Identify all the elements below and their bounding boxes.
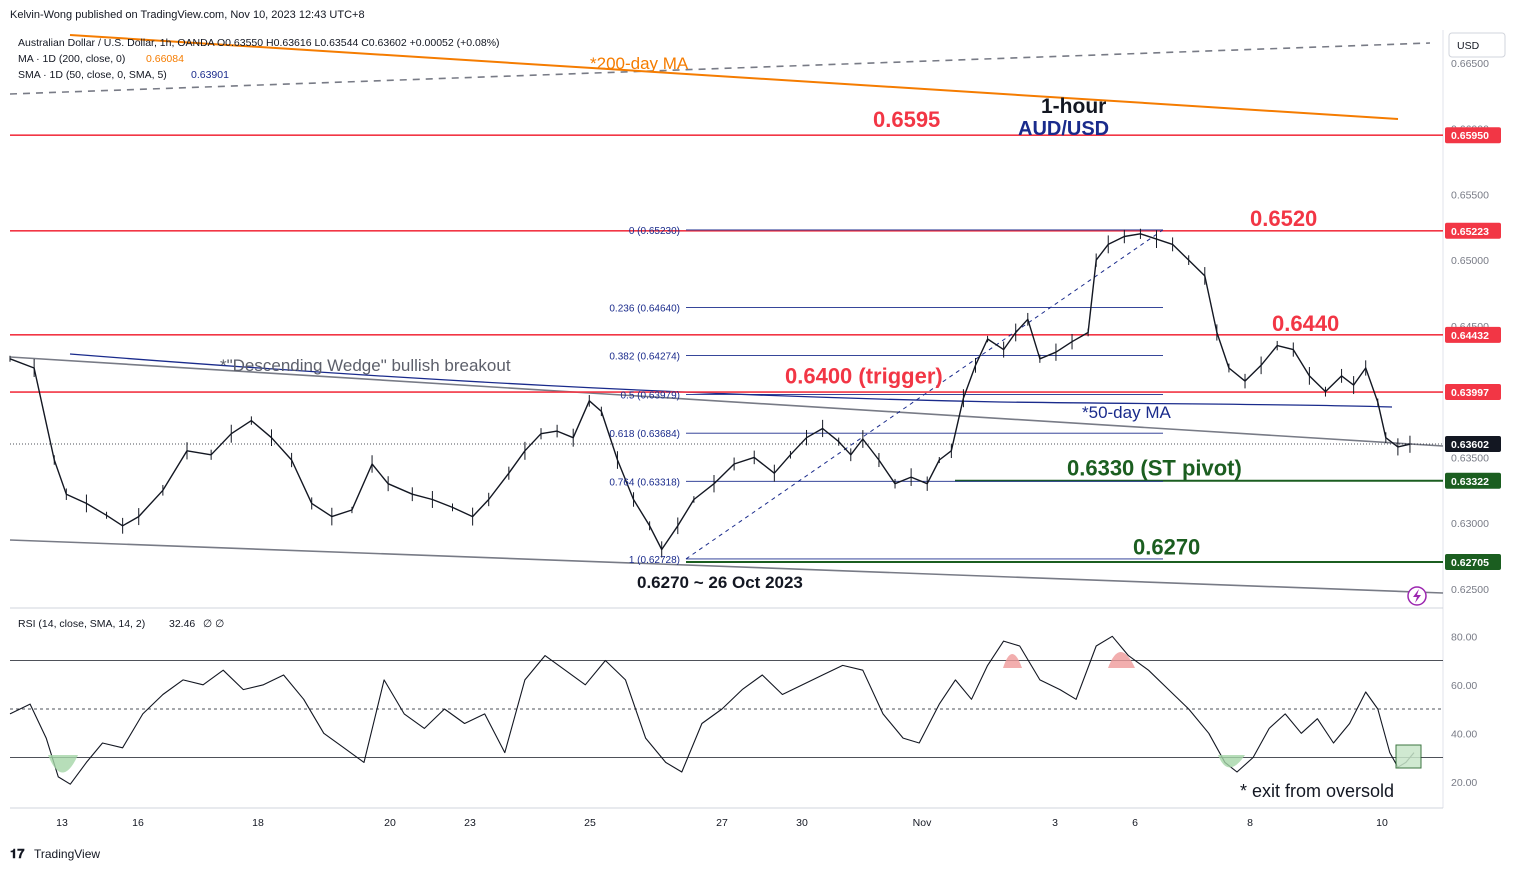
fib-trend-line	[685, 229, 1164, 560]
level-label: 0.6595	[873, 107, 940, 132]
low-date-annotation: 0.6270 ~ 26 Oct 2023	[637, 573, 803, 592]
sma-line-value: 0.63901	[191, 69, 229, 81]
brand-text: TradingView	[34, 847, 100, 861]
price-tag	[1445, 326, 1501, 343]
y-tick-label: 0.66500	[1451, 58, 1489, 70]
price-tag-label: 0.63997	[1451, 387, 1489, 399]
currency-label: USD	[1457, 40, 1480, 52]
rsi-tick-label: 80.00	[1451, 631, 1477, 643]
tradingview-logo: 𝟏𝟕	[10, 846, 25, 861]
ma50-annotation: *50-day MA	[1082, 403, 1171, 422]
rsi-oversold-fill	[48, 755, 78, 773]
rsi-extra: ∅ ∅	[203, 618, 224, 630]
level-label: 0.6330 (ST pivot)	[1067, 456, 1242, 481]
price-tag	[1445, 553, 1501, 570]
x-tick-label: 25	[584, 817, 596, 829]
price-tag-label: 0.63602	[1451, 439, 1489, 451]
rsi-note: * exit from oversold	[1240, 781, 1394, 801]
rsi-line	[9, 635, 1415, 785]
level-label: 0.6520	[1250, 206, 1317, 231]
currency-button[interactable]: USD	[1448, 32, 1506, 58]
rsi-value: 32.46	[169, 618, 195, 630]
y-tick-label: 0.62500	[1451, 584, 1489, 596]
rsi-tick-label: 20.00	[1451, 777, 1477, 789]
price-tag-label: 0.65950	[1451, 130, 1489, 142]
level-label: 0.6440	[1272, 311, 1339, 336]
price-tag	[1445, 435, 1501, 452]
fib-label: 0.764 (0.63318)	[609, 477, 680, 488]
fib-label: 0 (0.65230)	[629, 226, 680, 237]
lightning-icon[interactable]	[1407, 586, 1427, 606]
wedge-lower-line	[9, 539, 1444, 594]
long-term-trendline	[9, 42, 1431, 95]
rsi-label: RSI (14, close, SMA, 14, 2)	[18, 618, 145, 630]
level-label: 0.6270	[1133, 535, 1200, 560]
fib-label: 0.618 (0.63684)	[609, 429, 680, 440]
x-tick-label: 30	[796, 817, 808, 829]
price-tag	[1445, 222, 1501, 239]
ma200-annotation: *200-day MA	[590, 54, 689, 73]
x-tick-label: 3	[1052, 817, 1058, 829]
x-tick-label: 18	[252, 817, 264, 829]
x-tick-label: 16	[132, 817, 144, 829]
rsi-oversold-fill	[1218, 755, 1245, 768]
price-tag	[1445, 127, 1501, 144]
x-tick-label: Nov	[913, 817, 932, 829]
wedge-upper-line	[9, 356, 1444, 447]
tradingview-logo-mark: 𝟏𝟕	[10, 846, 25, 861]
x-tick-label: 23	[464, 817, 476, 829]
price-tag	[1445, 472, 1501, 489]
sma-line-label: SMA · 1D (50, close, 0, SMA, 5)	[18, 69, 167, 81]
wedge-annotation: *"Descending Wedge" bullish breakout	[220, 356, 511, 375]
x-tick-label: 20	[384, 817, 396, 829]
price-tag-label: 0.64432	[1451, 330, 1489, 342]
y-tick-label: 0.65500	[1451, 189, 1489, 201]
x-tick-label: 10	[1376, 817, 1388, 829]
x-tick-label: 6	[1132, 817, 1138, 829]
rsi-overbought-fill	[1003, 654, 1022, 668]
rsi-exit-highlight	[1395, 744, 1422, 769]
x-tick-label: 27	[716, 817, 728, 829]
y-tick-label: 0.63500	[1451, 452, 1489, 464]
rsi-tick-label: 60.00	[1451, 680, 1477, 692]
price-tag-label: 0.65223	[1451, 226, 1489, 238]
rsi-tick-label: 40.00	[1451, 728, 1477, 740]
chart-title: 1-hour	[1041, 95, 1106, 118]
x-tick-label: 13	[56, 817, 68, 829]
price-tag-label: 0.62705	[1451, 557, 1489, 569]
x-tick-label: 8	[1247, 817, 1253, 829]
ma-line-value: 0.66084	[146, 53, 184, 65]
price-tag	[1445, 384, 1501, 401]
ma50-line	[69, 353, 1393, 408]
publisher-text: Kelvin-Wong published on TradingView.com…	[10, 9, 365, 21]
rsi-overbought-fill	[1108, 652, 1135, 668]
ma200-line	[69, 34, 1399, 120]
fib-label: 0.5 (0.63979)	[621, 390, 681, 401]
fib-label: 0.236 (0.64640)	[609, 303, 680, 314]
fib-label: 1 (0.62728)	[629, 555, 680, 566]
ma-line-label: MA · 1D (200, close, 0)	[18, 53, 125, 65]
price-tag-label: 0.63322	[1451, 476, 1489, 488]
level-label: 0.6400 (trigger)	[785, 364, 943, 389]
y-tick-label: 0.63000	[1451, 518, 1489, 530]
chart-subtitle: AUD/USD	[1018, 118, 1109, 140]
symbol-line: Australian Dollar / U.S. Dollar, 1h, OAN…	[18, 37, 500, 49]
fib-label: 0.382 (0.64274)	[609, 352, 680, 363]
y-tick-label: 0.65000	[1451, 255, 1489, 267]
